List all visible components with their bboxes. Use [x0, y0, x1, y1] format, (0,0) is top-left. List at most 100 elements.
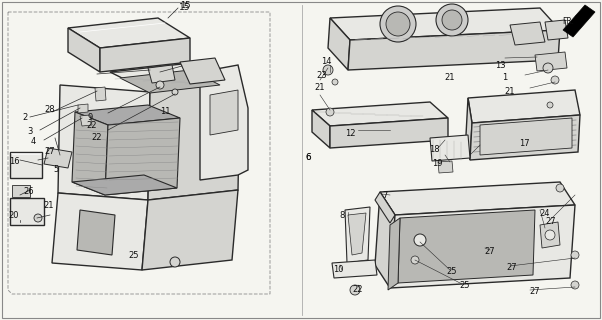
Circle shape — [543, 63, 553, 73]
Polygon shape — [72, 112, 108, 195]
Text: 16: 16 — [8, 157, 19, 166]
Polygon shape — [466, 98, 472, 160]
Text: 14: 14 — [321, 58, 331, 67]
Text: 21: 21 — [315, 84, 325, 92]
Text: FR.: FR. — [562, 18, 574, 27]
Text: 27: 27 — [545, 218, 556, 227]
Circle shape — [172, 89, 178, 95]
Polygon shape — [12, 185, 30, 197]
Text: 22: 22 — [92, 133, 102, 142]
Polygon shape — [68, 18, 190, 48]
Text: 25: 25 — [460, 282, 470, 291]
Circle shape — [326, 108, 334, 116]
Polygon shape — [148, 82, 240, 200]
Circle shape — [323, 65, 333, 75]
Polygon shape — [120, 70, 220, 93]
Polygon shape — [312, 110, 330, 148]
Text: 21: 21 — [44, 201, 54, 210]
Polygon shape — [95, 87, 106, 101]
Text: 15: 15 — [179, 3, 191, 12]
Circle shape — [411, 256, 419, 264]
Circle shape — [571, 281, 579, 289]
Text: 27: 27 — [45, 148, 55, 156]
Circle shape — [442, 10, 462, 30]
Text: 11: 11 — [160, 108, 170, 116]
Polygon shape — [540, 222, 560, 248]
Polygon shape — [380, 182, 575, 215]
Circle shape — [156, 81, 164, 89]
Polygon shape — [468, 90, 580, 123]
Text: 19: 19 — [432, 158, 442, 167]
Circle shape — [414, 234, 426, 246]
Polygon shape — [328, 18, 350, 70]
Polygon shape — [210, 90, 238, 135]
Text: 8: 8 — [340, 211, 345, 220]
Polygon shape — [75, 105, 180, 125]
Polygon shape — [10, 152, 42, 178]
Polygon shape — [375, 192, 395, 223]
Text: 3: 3 — [27, 127, 33, 137]
Polygon shape — [58, 85, 150, 200]
Polygon shape — [78, 104, 88, 113]
Polygon shape — [100, 38, 190, 72]
Text: 5: 5 — [54, 164, 58, 173]
Text: 25: 25 — [129, 251, 139, 260]
Text: 6: 6 — [305, 154, 311, 163]
Text: 7: 7 — [382, 191, 388, 201]
Circle shape — [436, 4, 468, 36]
Polygon shape — [345, 207, 370, 263]
Text: 27: 27 — [485, 247, 495, 257]
Polygon shape — [105, 118, 180, 195]
Polygon shape — [332, 260, 377, 278]
Circle shape — [571, 251, 579, 259]
Text: 26: 26 — [23, 187, 34, 196]
Polygon shape — [438, 161, 453, 173]
Circle shape — [170, 257, 180, 267]
Polygon shape — [142, 190, 238, 270]
Text: 17: 17 — [519, 139, 529, 148]
Polygon shape — [312, 102, 448, 126]
Polygon shape — [330, 118, 448, 148]
Polygon shape — [110, 62, 240, 92]
Polygon shape — [80, 115, 92, 126]
Polygon shape — [545, 20, 568, 40]
Polygon shape — [72, 175, 177, 195]
Text: 1: 1 — [503, 74, 507, 83]
Text: 13: 13 — [495, 60, 505, 69]
Polygon shape — [430, 135, 470, 161]
Circle shape — [380, 6, 416, 42]
Polygon shape — [330, 8, 560, 40]
Polygon shape — [563, 5, 595, 37]
Text: 15: 15 — [180, 2, 190, 11]
Polygon shape — [180, 58, 225, 84]
Text: 21: 21 — [504, 87, 515, 97]
Circle shape — [545, 230, 555, 240]
Polygon shape — [77, 210, 115, 255]
Polygon shape — [200, 65, 248, 180]
Text: 6: 6 — [305, 154, 311, 163]
Text: 27: 27 — [507, 262, 517, 271]
Text: 2: 2 — [22, 114, 28, 123]
Text: 10: 10 — [333, 266, 343, 275]
Polygon shape — [510, 22, 545, 45]
Text: 25: 25 — [447, 268, 458, 276]
Circle shape — [34, 214, 42, 222]
Text: 23: 23 — [317, 70, 327, 79]
Circle shape — [551, 76, 559, 84]
Polygon shape — [535, 52, 567, 71]
Polygon shape — [68, 28, 100, 72]
Text: 20: 20 — [9, 211, 19, 220]
Circle shape — [547, 102, 553, 108]
Text: 21: 21 — [445, 74, 455, 83]
Text: 4: 4 — [30, 138, 36, 147]
Circle shape — [332, 79, 338, 85]
Text: 22: 22 — [87, 121, 98, 130]
Polygon shape — [348, 213, 366, 255]
Text: 28: 28 — [45, 106, 55, 115]
Circle shape — [556, 184, 564, 192]
Polygon shape — [44, 148, 72, 168]
Text: 12: 12 — [345, 129, 355, 138]
Polygon shape — [470, 115, 580, 160]
Circle shape — [350, 285, 360, 295]
Text: 9: 9 — [87, 114, 93, 123]
